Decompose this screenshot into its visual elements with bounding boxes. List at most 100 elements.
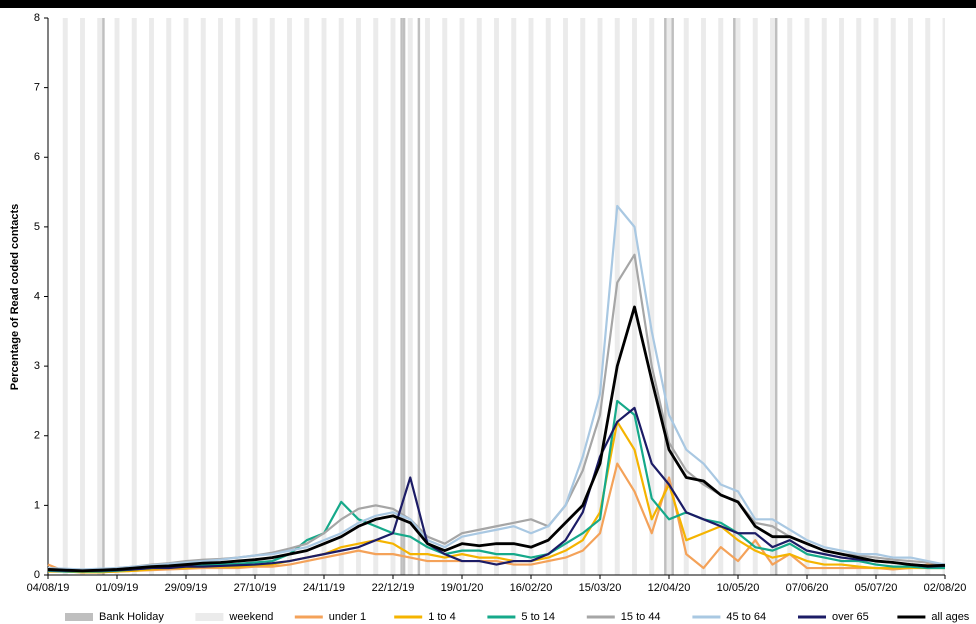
series-line [47, 305, 946, 573]
weekend-band [545, 18, 551, 575]
top-bar [0, 0, 976, 8]
weekend-band [890, 18, 896, 575]
y-tick-label: 7 [34, 82, 40, 94]
y-tick-label: 2 [34, 430, 40, 442]
weekend-band [873, 18, 879, 575]
bank-holiday-bar [402, 18, 406, 575]
weekend-band [925, 18, 931, 575]
weekend-band [632, 18, 637, 575]
x-tick-label: 12/04/20 [648, 582, 691, 594]
weekend-band [149, 18, 154, 575]
y-axis-label: Percentage of Read coded contacts [9, 204, 21, 390]
weekend-band [131, 18, 137, 575]
weekend-band [200, 18, 206, 575]
series-line [47, 204, 946, 571]
weekend-band [511, 18, 517, 575]
weekend-band [821, 18, 827, 575]
x-tick-label: 01/09/19 [96, 582, 139, 594]
bank-holiday-bar [400, 18, 403, 575]
x-tick-label: 05/07/20 [855, 582, 898, 594]
weekend-band [338, 18, 344, 575]
bank-holiday-bar [671, 18, 674, 575]
weekend-band [287, 18, 292, 575]
weekend-band [269, 18, 275, 575]
series-line [47, 406, 946, 572]
weekend-band [787, 18, 793, 575]
legend-label: 15 to 44 [621, 611, 661, 623]
x-tick-label: 16/02/20 [510, 582, 553, 594]
legend-label: Bank Holiday [99, 611, 164, 623]
y-tick-label: 0 [34, 569, 40, 581]
weekend-band [839, 18, 844, 575]
weekend-band [321, 18, 327, 575]
weekend-band [614, 18, 620, 575]
weekend-band [407, 18, 413, 575]
weekend-band [459, 18, 465, 575]
legend-label: all ages [931, 611, 969, 623]
bank-holiday-bar [733, 18, 736, 575]
weekend-band [442, 18, 448, 575]
weekend-band [528, 18, 534, 575]
x-tick-label: 27/10/19 [234, 582, 277, 594]
weekend-band [701, 18, 706, 575]
x-tick-label: 10/05/20 [717, 582, 760, 594]
legend-swatch [65, 613, 93, 621]
x-tick-label: 15/03/20 [579, 582, 622, 594]
weekend-band [425, 18, 430, 575]
legend-label: over 65 [832, 611, 869, 623]
y-tick-label: 5 [34, 221, 40, 233]
series-line [47, 462, 946, 574]
x-tick-label: 02/08/20 [924, 582, 967, 594]
y-tick-label: 6 [34, 151, 40, 163]
weekend-band [304, 18, 310, 575]
y-tick-label: 1 [34, 499, 40, 511]
y-tick-label: 4 [34, 290, 40, 302]
legend-label: 1 to 4 [428, 611, 456, 623]
weekend-band [183, 18, 189, 575]
legend-label: under 1 [329, 611, 366, 623]
weekend-band [235, 18, 241, 575]
weekend-band [942, 18, 945, 575]
x-tick-label: 07/06/20 [786, 582, 829, 594]
x-tick-label: 24/11/19 [303, 582, 345, 594]
weekend-band [62, 18, 68, 575]
weekend-band [908, 18, 913, 575]
weekend-band [752, 18, 758, 575]
weekend-band [735, 18, 741, 575]
bank-holiday-bar [774, 18, 778, 575]
weekend-band [373, 18, 379, 575]
bank-holiday-bar [664, 18, 667, 575]
weekend-band [856, 18, 862, 575]
x-tick-label: 29/09/19 [165, 582, 208, 594]
weekend-band [166, 18, 172, 575]
weekend-band [390, 18, 396, 575]
weekend-band [114, 18, 120, 575]
weekend-band [580, 18, 586, 575]
legend-label: weekend [228, 611, 273, 623]
weekend-band [683, 18, 689, 575]
weekend-band [494, 18, 499, 575]
weekend-band [476, 18, 482, 575]
weekend-band [356, 18, 361, 575]
weekend-band [804, 18, 810, 575]
weekend-band [252, 18, 258, 575]
x-tick-label: 19/01/20 [441, 582, 484, 594]
bank-holiday-bar [417, 18, 421, 575]
weekend-band [770, 18, 775, 575]
weekend-band [649, 18, 655, 575]
legend-swatch [195, 613, 224, 621]
weekend-band [718, 18, 724, 575]
weekend-band [666, 18, 672, 575]
x-tick-label: 22/12/19 [372, 582, 415, 594]
weekend-band [218, 18, 223, 575]
weekend-band [97, 18, 103, 575]
legend-label: 45 to 64 [726, 611, 766, 623]
y-tick-label: 3 [34, 360, 40, 372]
weekend-band [597, 18, 603, 575]
weekend-band [563, 18, 568, 575]
y-tick-label: 8 [34, 12, 40, 24]
x-tick-label: 04/08/19 [27, 582, 70, 594]
bank-holiday-bar [102, 18, 105, 575]
legend-label: 5 to 14 [521, 611, 555, 623]
